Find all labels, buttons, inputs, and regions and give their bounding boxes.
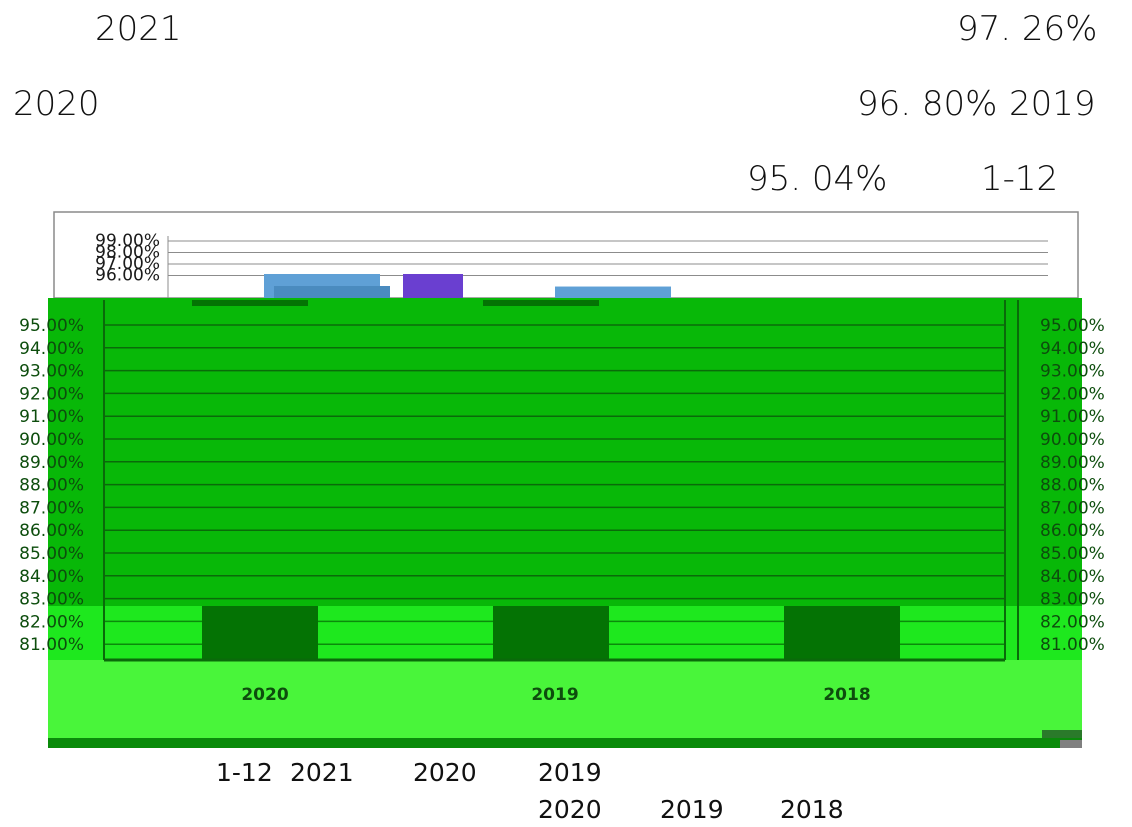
green-left-tick: 81.00% [19, 635, 84, 655]
green-left-ticks: 95.00% 94.00% 93.00%92.00% 91.00% 90.00% 89.0… [19, 316, 84, 655]
green-right-tick: 94.00% [1040, 339, 1105, 359]
category-label-2019: 2019 [531, 685, 578, 705]
green-band-light [48, 660, 1082, 744]
green-left-tick: 86.00% [19, 521, 84, 541]
green-right-tick: 91.00% [1040, 407, 1105, 427]
top-tick-labels: 99.00%98.00%97.00%96.00% [95, 231, 160, 286]
green-left-tick: 93.00% [19, 362, 84, 382]
bottom-year-2019: 2019 [660, 795, 724, 824]
category-label-2020: 2020 [241, 685, 288, 705]
green-right-tick: 95.00% [1040, 316, 1105, 336]
chart-frame [53, 211, 1079, 299]
green-left-tick: 91.00% [19, 407, 84, 427]
value-97-26: 97. 26% [957, 9, 1098, 49]
green-right-tick: 93.00% [1040, 362, 1105, 382]
green-bar-lower-2020 [202, 606, 318, 660]
green-left-tick: 83.00% [19, 590, 84, 610]
category-label-blobs: 2020 2019 2018 [241, 685, 870, 705]
top-bar-2018 [555, 286, 671, 298]
green-left-tick: 84.00% [19, 567, 84, 587]
green-right-tick: 89.00% [1040, 453, 1105, 473]
range-1-12: 1-12 [981, 159, 1059, 199]
y-tick-label: 98.00% [95, 243, 160, 263]
y-tick-label: 96.00% [95, 266, 160, 286]
green-right-tick: 90.00% [1040, 430, 1105, 450]
green-right-tick: 82.00% [1040, 612, 1105, 632]
caption-2021: 2021 [290, 758, 354, 787]
green-left-tick: 95.00% [19, 316, 84, 336]
green-band [48, 298, 1082, 608]
caption-2019: 2019 [538, 758, 602, 787]
green-right-tick: 81.00% [1040, 635, 1105, 655]
green-bar-2019 [483, 300, 599, 306]
green-right-ticks: 95.00% 94.00% 93.00%92.00% 91.00% 90.00% 89.0… [1040, 316, 1105, 655]
green-left-tick: 88.00% [19, 476, 84, 496]
year-2019: 2019 [1009, 84, 1096, 124]
green-left-tick: 87.00% [19, 498, 84, 518]
green-bar-lower-2019 [493, 606, 609, 660]
green-bar-2020 [192, 300, 308, 306]
green-left-tick: 85.00% [19, 544, 84, 564]
y-tick-label: 99.00% [95, 231, 160, 251]
green-left-tick: 90.00% [19, 430, 84, 450]
caption-2020: 2020 [413, 758, 477, 787]
value-95-04: 95. 04% [747, 159, 888, 199]
year-2021: 2021 [95, 9, 182, 49]
green-right-tick: 88.00% [1040, 476, 1105, 496]
top-bar-shadow-2020 [274, 286, 390, 298]
green-left-tick: 89.00% [19, 453, 84, 473]
green-left-tick: 82.00% [19, 612, 84, 632]
bottom-year-2020: 2020 [538, 795, 602, 824]
top-bar-2019 [403, 274, 463, 298]
green-left-tick: 94.00% [19, 339, 84, 359]
corner-patch [1042, 730, 1082, 738]
green-right-tick: 85.00% [1040, 544, 1105, 564]
bottom-year-2018: 2018 [780, 795, 844, 824]
value-96-80: 96. 80% [857, 84, 998, 124]
green-left-tick: 92.00% [19, 384, 84, 404]
top-bars [264, 274, 671, 298]
green-right-tick: 83.00% [1040, 590, 1105, 610]
year-2020: 2020 [13, 84, 100, 124]
green-right-tick: 87.00% [1040, 498, 1105, 518]
green-right-tick: 84.00% [1040, 567, 1105, 587]
green-bar-lower-2018 [784, 606, 900, 660]
green-right-tick: 92.00% [1040, 384, 1105, 404]
caption-range: 1-12 [216, 758, 273, 787]
corner-grey [1060, 740, 1082, 748]
green-bars [104, 300, 1005, 662]
top-gridlines [167, 236, 1048, 298]
y-tick-label: 97.00% [95, 254, 160, 274]
green-right-tick: 86.00% [1040, 521, 1105, 541]
category-label-2018: 2018 [823, 685, 870, 705]
green-strip-bottom [48, 738, 1082, 748]
